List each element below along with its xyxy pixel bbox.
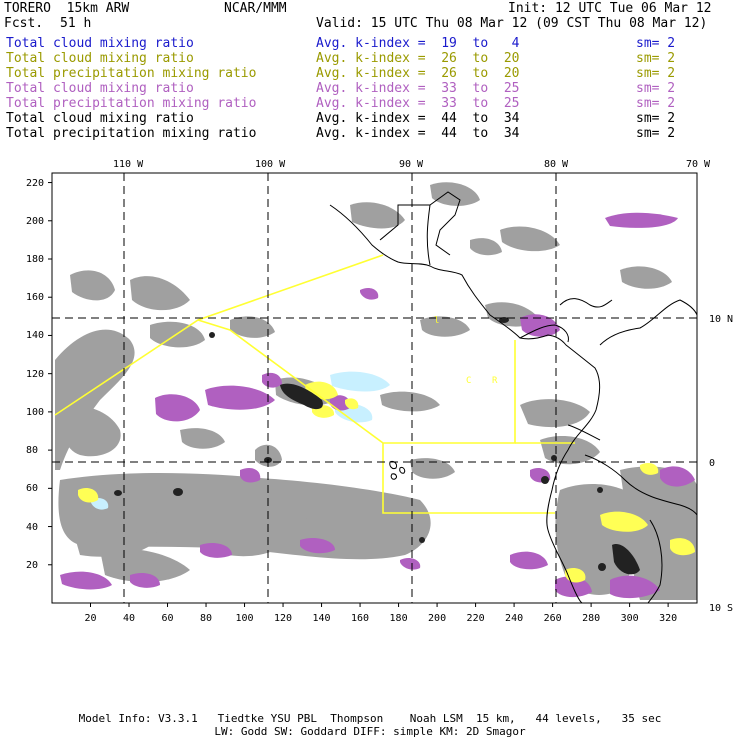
- y-tick-label: 180: [26, 254, 45, 265]
- precip-purple-areas: [60, 212, 695, 599]
- heavy-cores: [114, 317, 640, 575]
- legend-sm: sm= 2: [636, 51, 676, 66]
- legend-field: Total precipitation mixing ratio: [6, 66, 257, 81]
- legend-kindex: Avg. k-index = 19 to 4: [316, 36, 520, 51]
- legend-sm: sm= 2: [636, 96, 676, 111]
- y-tick-label: 140: [26, 330, 45, 342]
- legend-field: Total cloud mixing ratio: [6, 81, 194, 96]
- legend-sm: sm= 2: [636, 126, 676, 141]
- physics-info: LW: Godd SW: Goddard DIFF: simple KM: 2D…: [214, 725, 526, 738]
- y-tick-label: 20: [26, 559, 39, 571]
- x-tick-label: 100: [235, 613, 254, 624]
- x-tick-label: 140: [312, 613, 331, 624]
- lat-label: 10 S: [709, 603, 734, 614]
- cloud-gray-areas: [55, 182, 697, 600]
- x-tick-label: 60: [161, 613, 174, 624]
- lat-label: 0: [709, 458, 716, 469]
- station-markers: l C R: [434, 316, 498, 386]
- lon-label: 100 W: [255, 159, 286, 170]
- init-label: Init: 12 UTC Tue 06 Mar 12: [508, 1, 712, 16]
- legend-field: Total cloud mixing ratio: [6, 36, 194, 51]
- lon-label: 110 W: [113, 159, 144, 170]
- x-tick-label: 220: [466, 613, 485, 624]
- legend-sm: sm= 2: [636, 81, 676, 96]
- y-tick-label: 60: [26, 483, 39, 495]
- legend-field: Total precipitation mixing ratio: [6, 96, 257, 111]
- legend-field: Total cloud mixing ratio: [6, 111, 194, 126]
- legend-kindex: Avg. k-index = 44 to 34: [316, 126, 520, 141]
- lon-label: 70 W: [686, 159, 711, 170]
- map-frame: [51, 172, 698, 604]
- fcst-label: Fcst.: [4, 16, 44, 31]
- coastlines: [329, 191, 697, 603]
- legend-kindex: Avg. k-index = 33 to 25: [316, 96, 520, 111]
- y-tick-label: 120: [26, 368, 45, 380]
- valid-label: Valid: 15 UTC Thu 08 Mar 12 (09 CST Thu …: [316, 16, 708, 31]
- x-tick-label: 320: [659, 613, 678, 624]
- legend-field: Total precipitation mixing ratio: [6, 126, 257, 141]
- svg-text:l: l: [434, 316, 439, 326]
- lon-label: 90 W: [399, 159, 424, 170]
- legend-kindex: Avg. k-index = 44 to 34: [316, 111, 520, 126]
- x-tick-label: 280: [582, 613, 601, 624]
- svg-text:R: R: [492, 376, 498, 386]
- legend-field: Total cloud mixing ratio: [6, 51, 194, 66]
- x-tick-label: 40: [122, 613, 136, 624]
- x-tick-label: 260: [543, 613, 562, 624]
- x-tick-label: 240: [505, 613, 524, 624]
- lat-label: 10 N: [709, 314, 734, 325]
- x-tick-label: 20: [84, 613, 97, 624]
- y-tick-label: 80: [26, 445, 39, 457]
- legend-sm: sm= 2: [636, 66, 676, 81]
- precip-yellow-areas: [78, 381, 695, 583]
- x-tick-label: 300: [620, 613, 639, 624]
- legend-sm: sm= 2: [636, 36, 676, 51]
- center-label: NCAR/MMM: [224, 1, 287, 16]
- field-layer: [52, 173, 697, 603]
- y-tick-label: 160: [26, 292, 45, 304]
- model-label: TORERO 15km ARW: [4, 1, 130, 16]
- legend-kindex: Avg. k-index = 26 to 20: [316, 66, 520, 81]
- svg-text:C: C: [466, 376, 471, 386]
- latlon-grid: [52, 173, 697, 603]
- y-tick-label: 100: [26, 406, 45, 418]
- axis-ticks: [48, 182, 669, 607]
- x-tick-label: 120: [274, 613, 293, 624]
- legend-kindex: Avg. k-index = 33 to 25: [316, 81, 520, 96]
- fcst-value: 51 h: [60, 16, 92, 31]
- y-tick-label: 200: [26, 215, 45, 227]
- x-tick-label: 180: [389, 613, 408, 624]
- legend-sm: sm= 2: [636, 111, 676, 126]
- y-tick-label: 40: [26, 521, 39, 533]
- x-tick-label: 80: [199, 613, 213, 624]
- y-tick-label: 220: [26, 177, 45, 189]
- lon-label: 80 W: [544, 159, 569, 170]
- cross-section-lines: [54, 254, 575, 514]
- x-tick-label: 200: [428, 613, 447, 624]
- x-tick-label: 160: [351, 613, 370, 624]
- model-info: Model Info: V3.3.1 Tiedtke YSU PBL Thomp…: [78, 712, 662, 725]
- legend-kindex: Avg. k-index = 26 to 20: [316, 51, 520, 66]
